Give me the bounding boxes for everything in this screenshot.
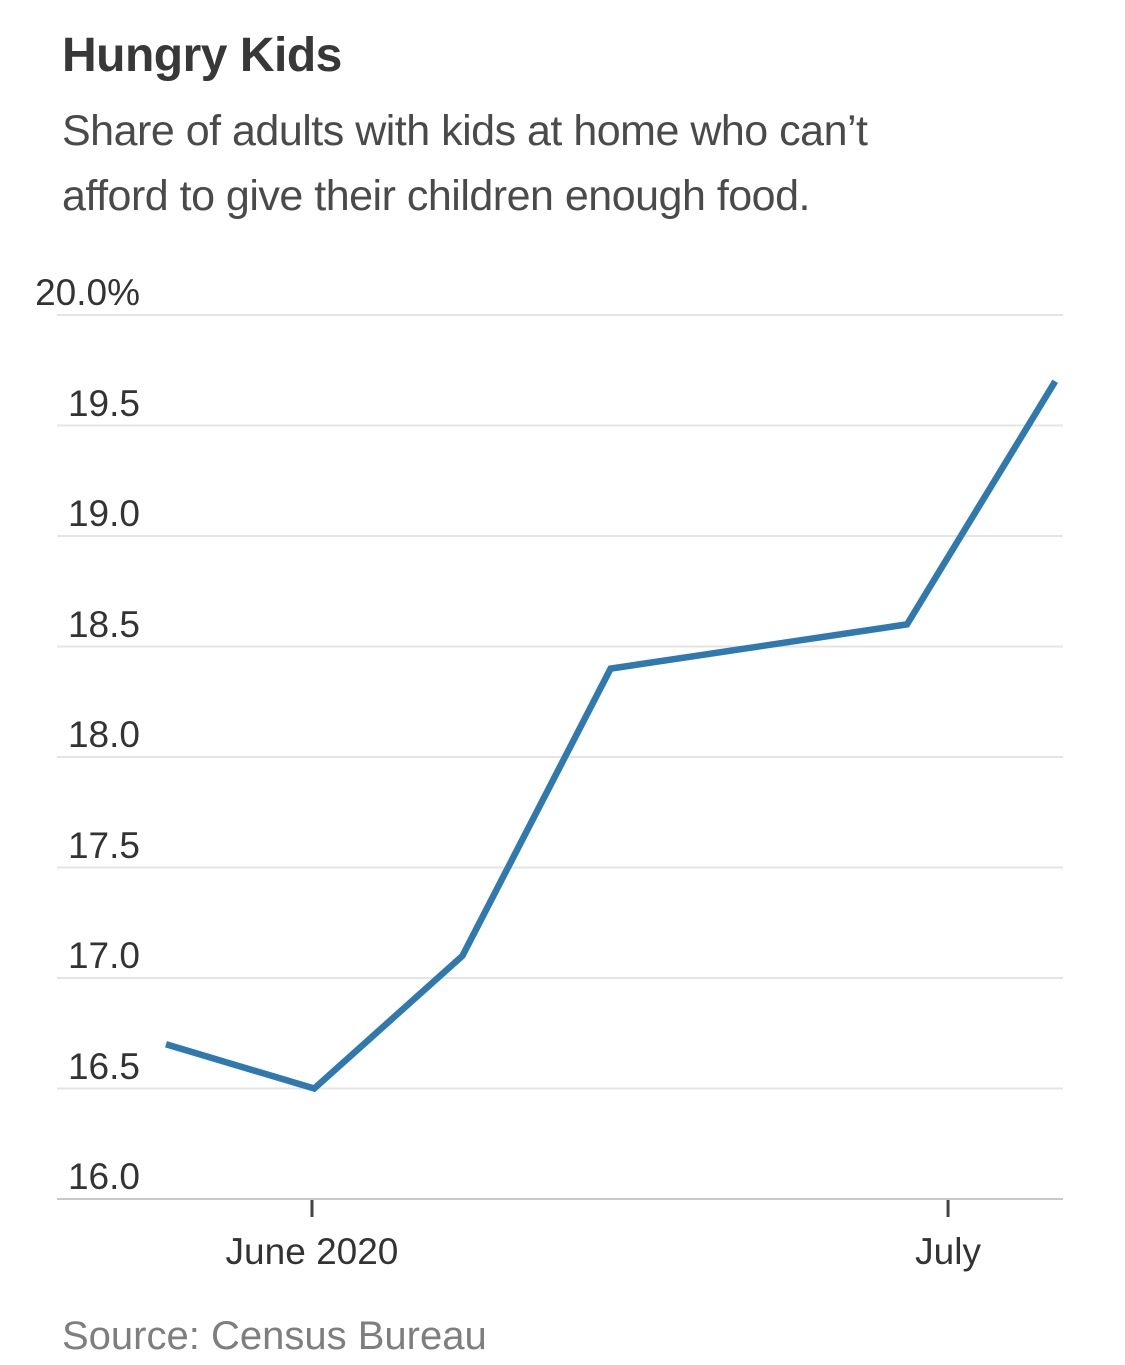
y-axis-label-value: 20.0 <box>35 272 108 313</box>
y-axis-label: 20.0% <box>0 274 140 311</box>
chart-subtitle-line-1: Share of adults with kids at home who ca… <box>62 107 868 155</box>
y-axis-label: 17.0 <box>0 937 140 974</box>
y-axis-label-value: 18.5 <box>67 603 140 645</box>
y-axis-label: 16.0 <box>0 1158 140 1195</box>
y-axis-label: 19.5 <box>0 385 140 422</box>
y-axis-label-unit: % <box>107 272 140 313</box>
y-axis-label: 17.5 <box>0 827 140 864</box>
y-axis-label-value: 18.0 <box>67 714 140 755</box>
chart-title: Hungry Kids <box>62 29 342 82</box>
y-axis-label: 16.5 <box>0 1048 140 1085</box>
y-axis-label: 18.5 <box>0 606 140 643</box>
y-axis-label-value: 19.5 <box>67 382 140 424</box>
chart-subtitle: Share of adults with kids at home who ca… <box>62 99 868 229</box>
y-axis-label: 18.0 <box>0 716 140 753</box>
y-axis-label-value: 17.5 <box>67 824 140 866</box>
source-note: Source: Census Bureau <box>62 1314 487 1358</box>
chart-subtitle-line-2: afford to give their children enough foo… <box>62 172 810 220</box>
y-axis-label-value: 16.0 <box>67 1156 140 1197</box>
x-axis-label: July <box>915 1231 981 1272</box>
data-line-series <box>165 379 1058 1093</box>
x-axis-label: June 2020 <box>225 1231 399 1272</box>
y-axis-label-value: 16.5 <box>67 1045 140 1087</box>
y-axis-label: 19.0 <box>0 495 140 532</box>
y-axis-label-value: 19.0 <box>67 493 140 534</box>
y-axis-label-value: 17.0 <box>67 935 140 976</box>
